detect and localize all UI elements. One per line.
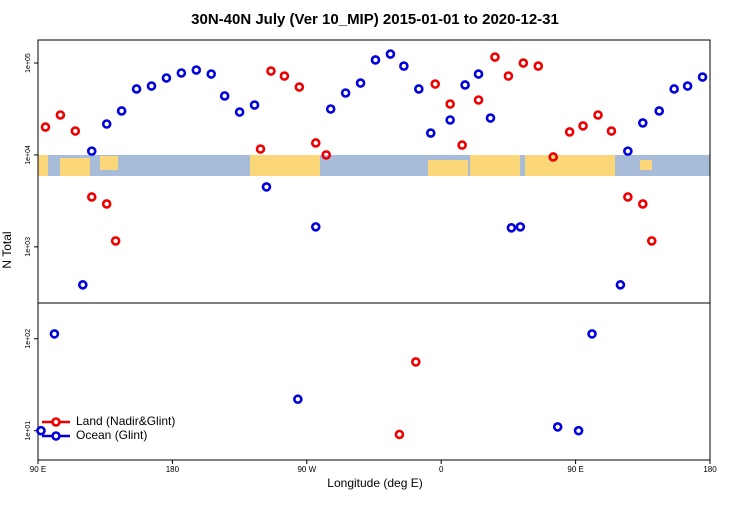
point (646, 236, 657, 246)
x-tick-label: 180 (166, 465, 180, 474)
point (564, 127, 575, 137)
point (234, 107, 245, 117)
point (411, 357, 421, 367)
chart-title: 30N-40N July (Ver 10_MIP) 2015-01-01 to … (191, 11, 559, 28)
map-strip (38, 155, 710, 176)
legend-label: Land (Nadir&Glint) (76, 414, 175, 428)
x-tick-label: 180 (703, 465, 717, 474)
point (623, 146, 633, 156)
y-tick-label: 1e+01 (25, 421, 32, 441)
point (101, 199, 112, 209)
y-tick-label: 1e+04 (25, 145, 32, 165)
point (445, 99, 455, 109)
plot-frame (37, 39, 711, 461)
point (310, 138, 321, 148)
point (485, 113, 496, 123)
point (473, 95, 484, 105)
legend: Land (Nadir&Glint)Ocean (Glint) (42, 414, 175, 442)
point (506, 223, 517, 233)
point (161, 73, 172, 83)
legend-label: Ocean (Glint) (76, 428, 147, 442)
point (425, 128, 436, 138)
point (266, 66, 276, 76)
point (445, 115, 455, 125)
point (146, 81, 157, 91)
point (293, 394, 303, 405)
point (279, 71, 290, 81)
point (515, 222, 526, 232)
point (49, 329, 60, 339)
point (176, 68, 187, 78)
point (548, 152, 559, 162)
point (587, 329, 597, 339)
x-tick-label: 90 E (30, 465, 46, 474)
point (131, 84, 142, 94)
point (533, 61, 544, 71)
point (255, 144, 266, 154)
point (385, 49, 396, 59)
point (101, 119, 112, 129)
x-tick-label: 90 E (567, 465, 583, 474)
point (413, 84, 424, 94)
point (370, 55, 381, 65)
point (503, 71, 514, 81)
point (116, 106, 127, 116)
point (430, 79, 441, 89)
point (399, 61, 409, 71)
point (697, 72, 708, 82)
point (219, 91, 230, 101)
x-tick-label: 90 W (297, 465, 316, 474)
point (78, 280, 88, 290)
point (110, 236, 121, 246)
point (578, 121, 588, 131)
x-axis-label: Longitude (deg E) (327, 476, 422, 490)
point (86, 192, 97, 202)
point (654, 106, 665, 116)
point (70, 126, 81, 136)
point (669, 84, 679, 94)
legend-marker (51, 431, 61, 441)
point (457, 140, 467, 150)
point (191, 65, 202, 75)
point (394, 429, 405, 440)
point (261, 182, 272, 192)
point (36, 425, 46, 436)
point (637, 118, 648, 128)
point (682, 81, 693, 91)
point (294, 82, 305, 92)
point (55, 110, 66, 120)
point (615, 280, 626, 290)
point (310, 222, 321, 232)
point (40, 122, 51, 132)
y-tick-label: 1e+05 (25, 53, 32, 73)
y-tick-label: 1e+03 (25, 237, 32, 257)
y-axis-label: N Total (0, 231, 14, 268)
point (86, 146, 97, 156)
x-tick-label: 0 (439, 465, 444, 474)
point (593, 110, 603, 120)
point (637, 199, 648, 209)
point (518, 58, 529, 68)
point (206, 69, 217, 79)
point (340, 88, 351, 98)
point (490, 52, 500, 62)
y-tick-label: 1e+02 (25, 329, 32, 349)
point (355, 78, 366, 88)
point (473, 69, 484, 79)
point (606, 126, 617, 136)
legend-marker (51, 417, 61, 427)
point (573, 425, 584, 436)
point (460, 80, 470, 90)
point (325, 104, 336, 114)
point (249, 100, 260, 110)
point (552, 422, 563, 432)
point (623, 192, 633, 202)
point (321, 150, 332, 160)
